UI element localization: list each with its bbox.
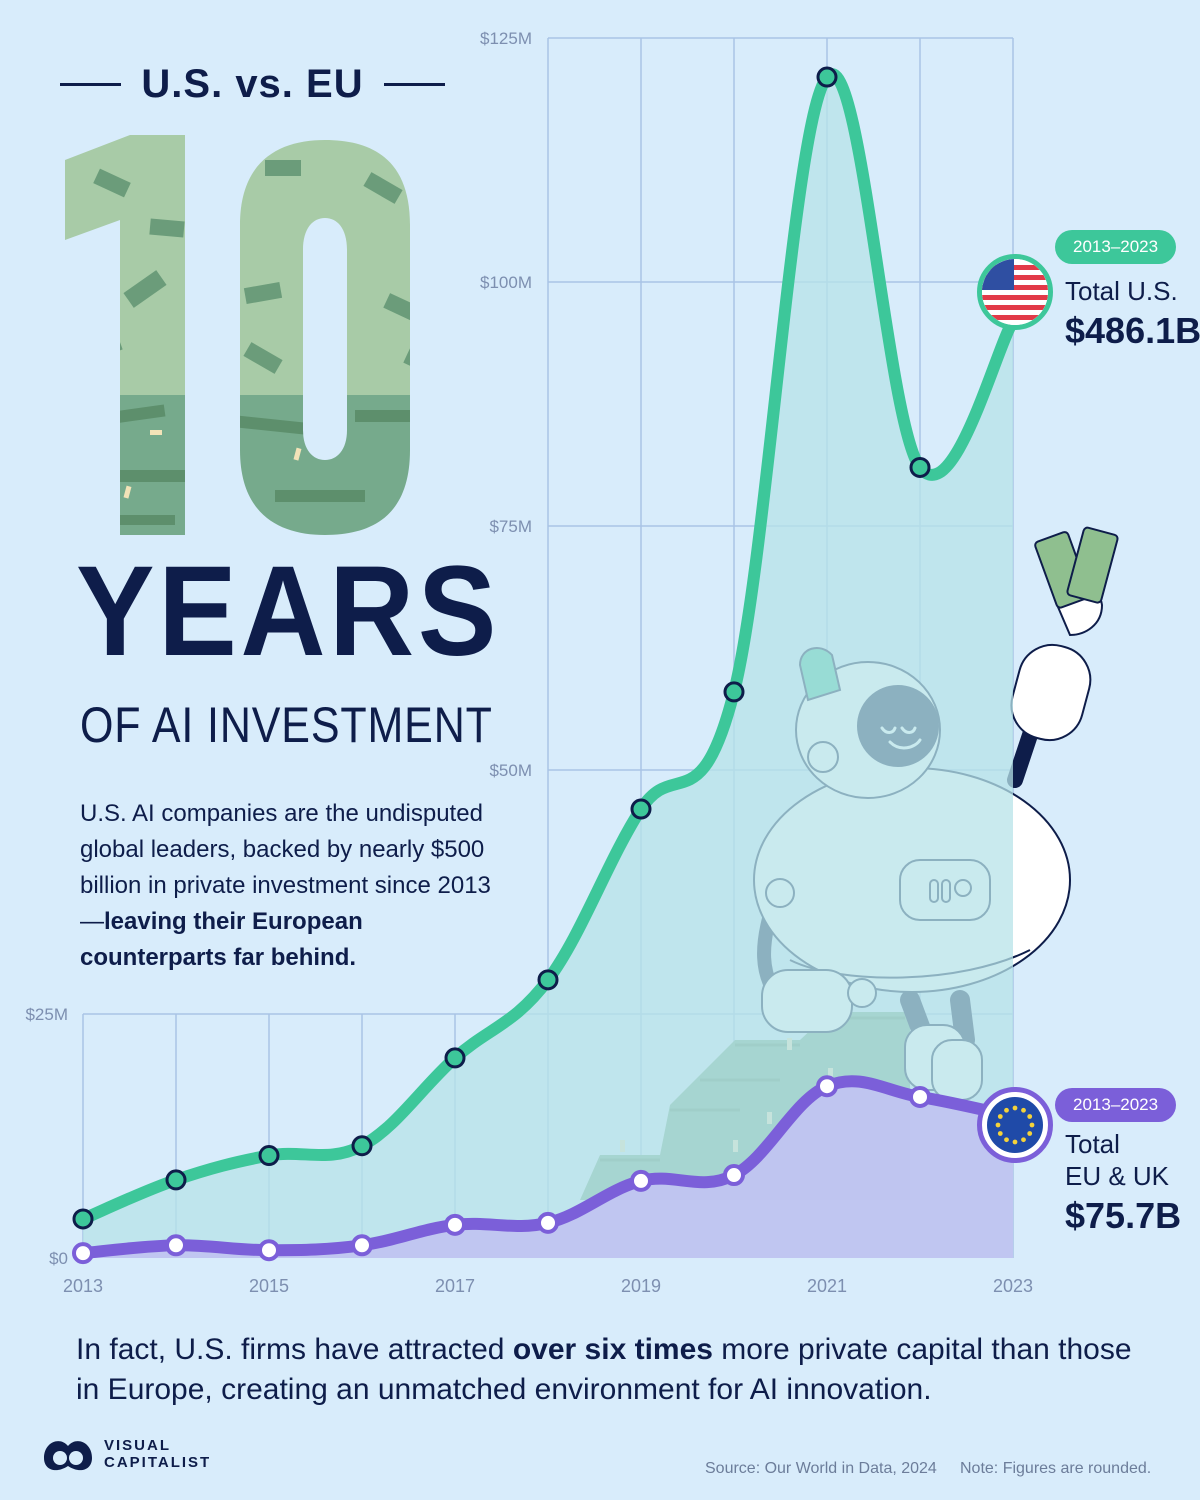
eu-data-point	[630, 1169, 652, 1192]
kicker-title: U.S. vs. EU	[141, 62, 364, 106]
x-tick-label: 2019	[621, 1276, 661, 1296]
us-series-line	[77, 68, 1019, 1225]
x-tick-label: 2021	[807, 1276, 847, 1296]
us-data-point	[444, 1047, 466, 1069]
us-total-label: Total U.S.	[1065, 276, 1178, 306]
headline-subtitle: OF AI INVESTMENT	[80, 697, 493, 753]
header-kicker-row: U.S. vs. EU	[60, 62, 446, 107]
eu-data-point	[537, 1211, 559, 1234]
visual-capitalist-logo: VISUAL CAPITALIST	[40, 1432, 211, 1476]
eu-series-area	[83, 1081, 1013, 1258]
eu-series-line	[77, 1075, 1019, 1260]
big-ten-graphic	[65, 135, 410, 535]
eu-total-label: Total EU & UK	[1065, 1128, 1169, 1192]
x-tick-label: 2015	[249, 1276, 289, 1296]
us-data-point	[165, 1169, 187, 1191]
eu-total-label-line2: EU & UK	[1065, 1161, 1170, 1191]
y-tick-label: $0	[49, 1249, 68, 1268]
x-tick-label: 2013	[63, 1276, 103, 1296]
eu-data-point	[816, 1075, 838, 1098]
chart-series-lines	[77, 68, 1019, 1260]
eu-data-point	[444, 1213, 466, 1236]
eu-flag-icon	[977, 1087, 1053, 1163]
us-data-point	[630, 798, 652, 820]
kicker-rule-left	[60, 83, 122, 86]
us-flag-icon	[977, 254, 1053, 330]
us-total-value: $486.1B	[1065, 310, 1200, 351]
eu-total-label-line1: Total	[1065, 1129, 1120, 1159]
y-tick-label: $100M	[480, 273, 532, 292]
brand-name-line2: CAPITALIST	[104, 1454, 212, 1471]
us-data-point	[72, 1208, 94, 1230]
eu-data-point	[165, 1234, 187, 1257]
eu-data-point	[909, 1085, 931, 1108]
footer-paragraph: In fact, U.S. firms have attracted over …	[76, 1330, 1136, 1410]
eu-data-point	[723, 1164, 745, 1187]
footer-text-bold: over six times	[512, 1333, 713, 1366]
us-data-point	[537, 969, 559, 991]
us-data-point	[816, 66, 838, 88]
eu-callout-period: 2013–2023	[1055, 1088, 1177, 1122]
chart-y-axis-ticks: $0 $25M $50M $75M $100M $125M	[25, 29, 532, 1268]
headline-years: YEARS	[76, 540, 501, 683]
kicker-rule-right	[383, 83, 446, 86]
y-tick-label: $125M	[480, 29, 532, 48]
chart-data-points	[72, 66, 931, 1265]
y-tick-label: $50M	[489, 761, 532, 780]
chart-x-axis-ticks: 2013 2015 2017 2019 2021 2023	[63, 1276, 1033, 1296]
us-data-point	[351, 1135, 373, 1157]
eu-period-pill: 2013–2023	[1055, 1088, 1177, 1122]
x-tick-label: 2023	[993, 1276, 1033, 1296]
us-callout-period: 2013–2023	[1055, 230, 1177, 264]
eu-total-value: $75.7B	[1065, 1195, 1182, 1236]
y-tick-label: $25M	[25, 1005, 68, 1024]
rounding-note: Note: Figures are rounded.	[960, 1460, 1152, 1477]
eu-data-point	[72, 1242, 94, 1265]
y-tick-label: $75M	[489, 517, 532, 536]
eu-data-point	[258, 1239, 280, 1262]
us-data-point	[909, 456, 931, 478]
footer-text-before: In fact, U.S. firms have attracted	[76, 1333, 513, 1366]
brand-name-line1: VISUAL	[104, 1437, 172, 1454]
intro-paragraph: U.S. AI companies are the undisputed glo…	[80, 796, 500, 976]
source-note: Source: Our World in Data, 2024	[705, 1460, 937, 1477]
investment-area-chart: $0$25M$50M$75M$100M$125M 2013 2015 2017 201…	[25, 29, 1119, 1296]
eu-data-point	[351, 1234, 373, 1257]
us-period-pill: 2013–2023	[1055, 230, 1177, 264]
us-data-point	[723, 681, 745, 703]
x-tick-label: 2017	[435, 1276, 475, 1296]
footer-text-after: more private capital than those in Europ…	[76, 1333, 1132, 1406]
intro-bold: leaving their European counterparts far …	[80, 908, 363, 971]
us-data-point	[258, 1145, 280, 1167]
intro-plain: U.S. AI companies are the undisputed glo…	[80, 800, 491, 935]
brand-mark-icon	[44, 1441, 92, 1471]
